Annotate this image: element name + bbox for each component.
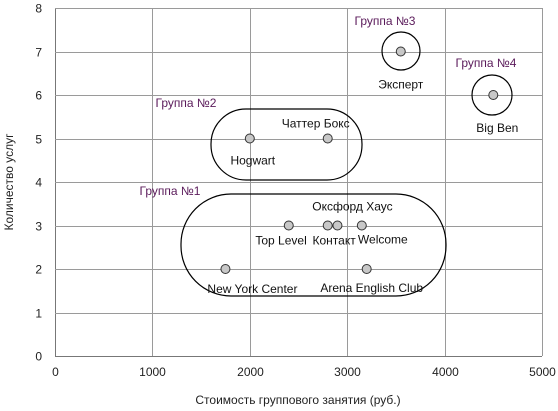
data-point <box>356 220 367 231</box>
group-label: Группа №1 <box>140 184 201 198</box>
group-1-outline <box>180 193 447 297</box>
data-points <box>220 46 499 274</box>
y-tick-label: 6 <box>35 89 42 103</box>
x-axis-title: Стоимость группового занятия (руб.) <box>195 393 400 407</box>
x-tick-label: 3000 <box>334 365 361 379</box>
point-label: Welcome <box>358 233 408 247</box>
x-tick-label: 0 <box>52 365 59 379</box>
point-label: New York Center <box>207 282 297 296</box>
point-label: Arena English Club <box>320 281 423 295</box>
data-point <box>322 133 333 144</box>
y-tick-label: 3 <box>35 220 42 234</box>
group-label: Группа №4 <box>456 56 517 70</box>
data-point <box>488 90 499 100</box>
grid <box>55 8 543 357</box>
point-labels: Hogwart Чаттер Бокс Top Level Контакт Оксфор… <box>207 78 518 297</box>
data-point <box>332 220 343 231</box>
data-point <box>220 264 231 274</box>
y-tick-label: 4 <box>35 176 42 190</box>
group-label: Группа №2 <box>156 96 217 110</box>
point-label: Top Level <box>255 234 306 248</box>
y-tick-label: 7 <box>35 46 42 60</box>
x-tick-label: 5000 <box>529 365 556 379</box>
group-4-outline <box>471 74 513 116</box>
group-labels: Группа №1 Группа №2 Группа №3 Группа №4 <box>140 14 517 198</box>
group-label: Группа №3 <box>355 14 416 28</box>
point-label: Чаттер Бокс <box>282 117 350 131</box>
data-point <box>322 220 333 231</box>
y-tick-label: 2 <box>35 263 42 277</box>
x-tick-label: 4000 <box>432 365 459 379</box>
group-outlines <box>180 31 513 297</box>
point-label: Эксперт <box>378 78 424 92</box>
y-tick-label: 8 <box>35 2 42 16</box>
y-tick-label: 0 <box>35 350 42 364</box>
point-label: Оксфорд Хаус <box>312 200 392 214</box>
group-2-outline <box>210 108 363 181</box>
y-axis-title: Количество услуг <box>2 133 16 231</box>
data-point <box>395 46 406 57</box>
y-tick-label: 5 <box>35 133 42 147</box>
point-label: Контакт <box>313 234 357 248</box>
data-point <box>283 220 294 231</box>
axis-ticks: 0 1000 2000 3000 4000 5000 0 1 2 3 4 5 6 7 8 <box>35 2 556 380</box>
x-tick-label: 1000 <box>139 365 166 379</box>
y-tick-label: 1 <box>35 307 42 321</box>
point-label: Hogwart <box>230 154 275 168</box>
group-3-outline <box>381 31 421 71</box>
x-tick-label: 2000 <box>237 365 264 379</box>
point-label: Big Ben <box>476 121 518 135</box>
data-point <box>361 264 372 274</box>
data-point <box>244 133 255 144</box>
